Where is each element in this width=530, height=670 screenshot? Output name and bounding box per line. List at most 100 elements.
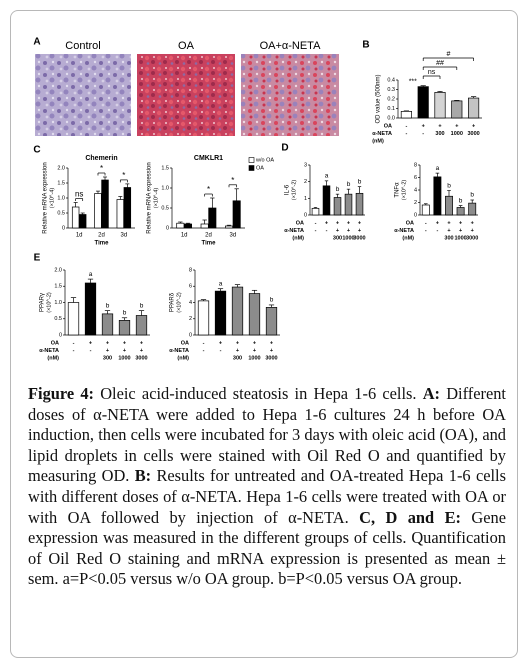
row-value: 300 [333,235,342,241]
panel-label: C [33,145,40,156]
row-value: + [436,220,439,226]
bar [355,192,364,216]
y-tick-label: 8 [414,162,417,168]
bar [197,300,210,336]
bar-label: b [270,297,274,304]
row-label: (nM) [292,235,304,241]
row-value: - [436,228,438,234]
x-tick-label: 2d [205,233,212,239]
row-label: α-NETA [284,228,304,234]
y-tick-label: 2 [189,316,192,322]
bar [421,204,430,216]
bar [94,193,102,229]
y-tick-label: 1 [304,196,307,202]
row-value: + [123,348,126,354]
y-tick-label: 0 [189,332,192,338]
row-value: - [425,220,427,226]
row-value: + [447,228,450,234]
bar [214,290,227,336]
y-tick-label: 0 [166,225,169,231]
y-axis-label: TNFα [395,182,401,198]
row-label: OA [384,123,392,129]
micrograph-oa-neta [241,54,339,136]
chart-title: CMKLR1 [194,155,223,162]
row-value: + [236,348,239,354]
row-value: - [90,348,92,354]
bar [208,207,217,229]
y-tick-label: 0.3 [387,87,395,93]
row-value: 300 [233,355,242,361]
row-value: 3000 [353,235,365,241]
y-axis-unit: (×10^-2) [176,292,182,313]
row-label: (nM) [47,355,59,361]
y-tick-label: 0.1 [387,106,395,112]
row-value: + [447,220,450,226]
caption-text: Oleic acid-induced steatosis in Hepa 1-6… [94,384,423,403]
row-value: + [422,123,425,129]
y-tick-label: 1.0 [54,300,62,306]
significance: *** [409,79,417,86]
bar [101,313,114,336]
row-value: + [358,220,361,226]
micrograph-label: OA+α-NETA [260,40,322,52]
row-label: α-NETA [394,228,414,234]
row-value: 1000 [454,235,466,241]
row-value: + [325,220,328,226]
row-value: + [140,340,143,346]
row-value: + [438,123,441,129]
row-value: 1000 [342,235,354,241]
y-tick-label: 1.5 [161,165,169,171]
micrograph-label: OA [178,40,195,52]
bar [417,86,429,119]
y-tick-label: 0.4 [387,77,395,83]
row-value: 3000 [467,131,479,137]
caption-bold: A: [422,384,440,403]
bar [225,225,234,229]
y-tick-label: 6 [189,284,192,290]
bar [265,307,278,336]
row-label: OA [296,220,304,226]
row-value: + [270,340,273,346]
row-value: - [425,228,427,234]
row-label: (nM) [402,235,414,241]
row-value: + [455,123,458,129]
bar [400,110,412,119]
caption-bold: B: [134,466,152,486]
significance: ns [428,69,436,76]
bar [311,207,320,216]
caption-bold: C, D and E: [359,507,461,527]
row-value: + [347,220,350,226]
y-axis-label: PPARδ [170,292,176,312]
caption-text: Gene expression was measured in the diff… [28,507,506,589]
bar [84,282,97,336]
y-tick-label: 0.0 [387,115,395,121]
row-value: + [253,348,256,354]
bar [123,187,132,229]
micrograph-label: Control [65,40,100,52]
row-value: + [471,220,474,226]
panel-label: A [33,37,40,48]
y-axis-label: Relative mRNA expression [147,162,153,233]
y-axis-label: OD value (500nm) [376,74,382,123]
bar [71,206,80,229]
y-axis-unit: (×10^-2) [291,180,297,201]
y-tick-label: 1.0 [161,185,169,191]
y-tick-label: 2.0 [54,267,62,273]
row-value: - [422,131,424,137]
row-value: - [326,228,328,234]
figure-frame [10,10,518,658]
row-value: - [405,131,407,137]
bar [434,91,446,119]
row-value: + [106,340,109,346]
legend-label: w/o OA [255,157,274,163]
row-label: OA [181,340,189,346]
bar [248,293,261,336]
row-value: + [236,340,239,346]
bar-label: a [436,165,440,172]
row-value: + [270,348,273,354]
y-axis-label: PPARγ [40,293,46,312]
row-value: - [315,220,317,226]
significance: ns [75,190,83,199]
micrograph-control [35,54,131,136]
